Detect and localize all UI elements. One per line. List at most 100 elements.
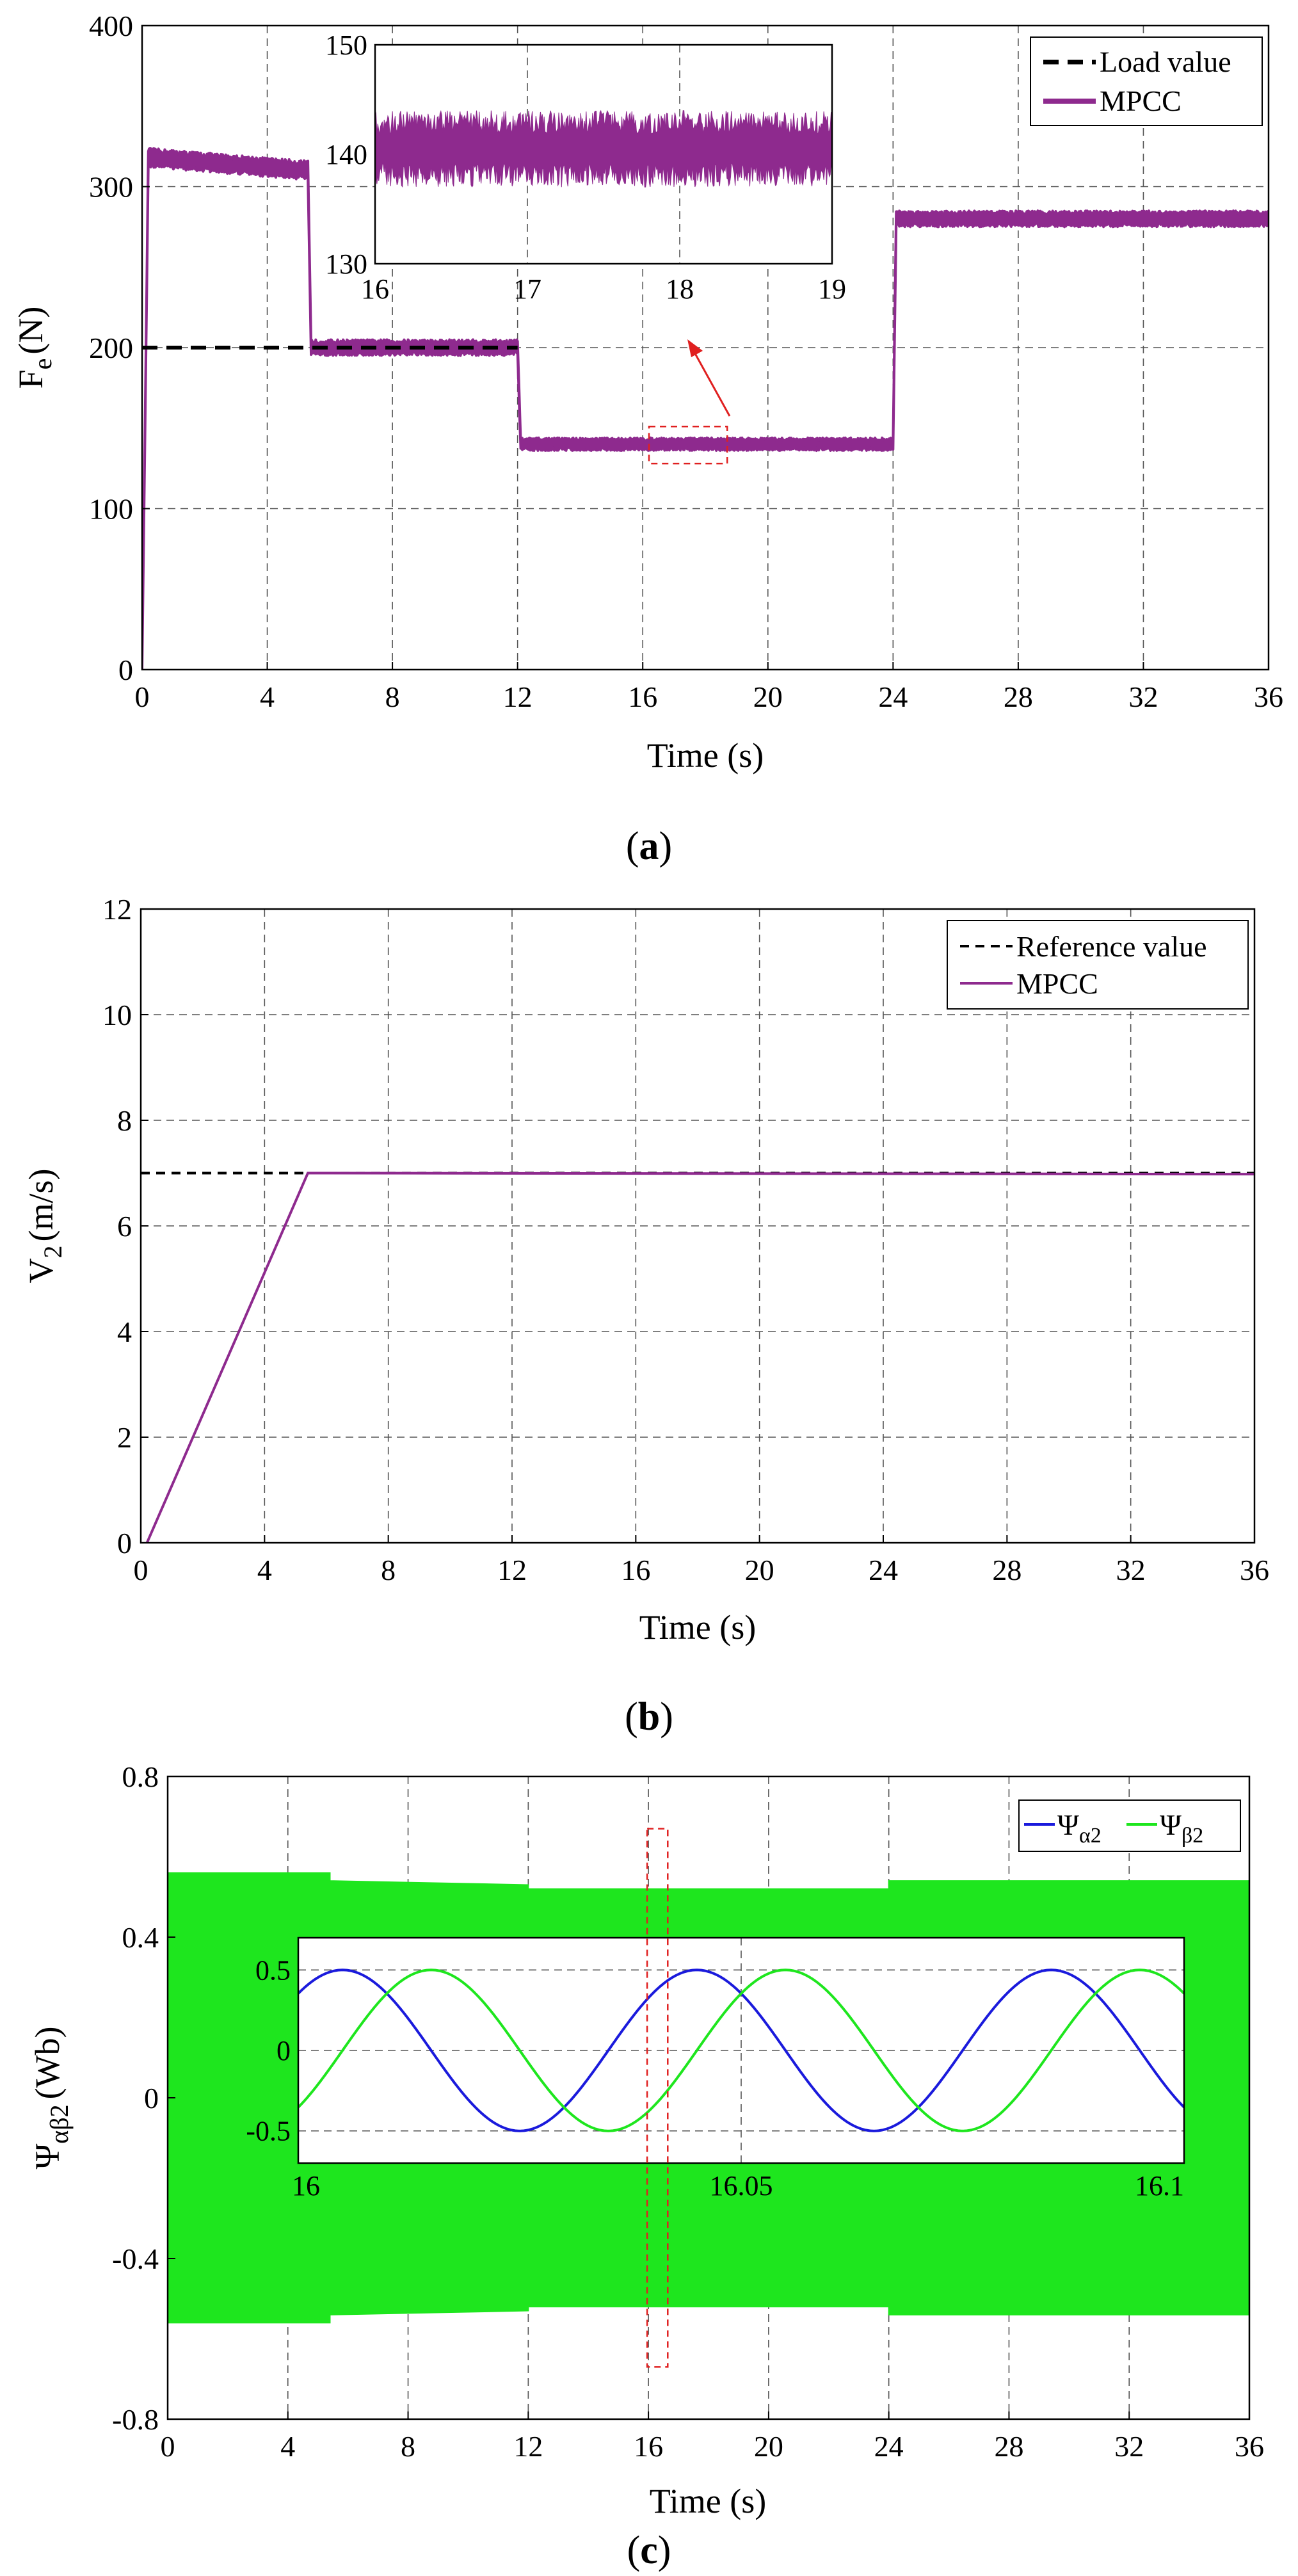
panel-c-inset-ticks: 16 16.05 16.1 -0.5 0 0.5 [246, 1954, 1184, 2202]
inset-x-tick-label: 16.1 [1135, 2170, 1184, 2202]
x-tick-label: 20 [754, 2430, 783, 2463]
mpcc-line [142, 147, 1269, 670]
x-tick-label: 24 [878, 680, 908, 713]
panel-b-legend-ref: Reference value [1016, 930, 1207, 963]
x-tick-label: 4 [260, 680, 275, 713]
y-tick-label: 0 [118, 654, 133, 686]
panel-a-caption-letter: a [639, 825, 659, 868]
y-tick-label: 0 [117, 1527, 132, 1559]
inset-y-tick-label: -0.5 [246, 2116, 291, 2147]
inset-y-tick-label: 140 [325, 139, 367, 170]
x-tick-label: 8 [381, 1554, 396, 1586]
panel-c-legend-beta-main: Ψ [1160, 1808, 1182, 1841]
panel-c-legend: Ψα2 Ψβ2 [1018, 1799, 1241, 1852]
panel-b-legend-mpcc: MPCC [1016, 967, 1098, 1000]
panel-c-xticks: 0 4 8 12 16 20 24 28 32 36 [161, 2411, 1264, 2463]
panel-a-ylabel-main: F [12, 369, 50, 389]
panel-a-inset-ticks: 16 17 18 19 130 140 150 [325, 29, 846, 305]
x-tick-label: 20 [745, 1554, 774, 1586]
zoom-box [648, 425, 728, 465]
zoom-box [646, 1828, 669, 2368]
x-tick-label: 4 [257, 1554, 272, 1586]
y-tick-label: 8 [117, 1104, 132, 1137]
inset-y-tick-label: 150 [325, 29, 367, 61]
y-tick-label: 12 [102, 893, 132, 926]
panel-b-xlabel: Time (s) [639, 1608, 757, 1646]
panel-a-inset-box [374, 44, 833, 265]
panel-a-xticks: 0 4 8 12 16 20 24 28 32 36 [135, 662, 1283, 713]
y-tick-label: 6 [117, 1210, 132, 1243]
x-tick-label: 28 [1004, 680, 1033, 713]
panel-b-ylabel-sub: 2 [38, 1246, 67, 1259]
x-tick-label: 36 [1240, 1554, 1269, 1586]
panel-c-ylabel-main: Ψ [28, 2144, 67, 2169]
panel-c-ylabel-sub: αβ2 [45, 2104, 74, 2143]
x-tick-label: 36 [1235, 2430, 1264, 2463]
panel-c-zoom [646, 1828, 669, 2368]
inset-y-tick-label: 130 [325, 248, 367, 280]
panel-c-inset-plot [298, 1968, 1184, 2132]
panel-c-caption: (c) [627, 2529, 671, 2572]
panel-b-plot [141, 1171, 1254, 1543]
x-tick-label: 8 [401, 2430, 415, 2463]
x-tick-label: 4 [280, 2430, 295, 2463]
panel-a-zoom [648, 339, 731, 465]
panel-c-legend-alpha: Ψα2 [1057, 1808, 1102, 1847]
panel-b-legend-box [947, 920, 1249, 1010]
x-tick-label: 12 [513, 2430, 543, 2463]
panel-c-caption-letter: c [640, 2529, 658, 2572]
x-tick-label: 24 [874, 2430, 904, 2463]
x-tick-label: 32 [1116, 1554, 1146, 1586]
y-tick-label: 4 [117, 1316, 132, 1348]
inset-x-tick-label: 16.05 [710, 2170, 773, 2202]
inset-y-tick-label: 0.5 [255, 1954, 291, 1986]
x-tick-label: 32 [1128, 680, 1158, 713]
panel-a-legend: Load value MPCC [1030, 36, 1263, 126]
panel-c-legend-alpha-sub: α2 [1079, 1824, 1102, 1847]
panel-c-xlabel: Time (s) [650, 2482, 767, 2520]
panel-a-ylabel: Fe (N) [12, 307, 57, 389]
x-tick-label: 20 [753, 680, 783, 713]
panel-b-caption: (b) [625, 1695, 673, 1739]
panel-c-ylabel: Ψαβ2 (Wb) [28, 2026, 74, 2169]
panel-b-ylabel-unit: (m/s) [22, 1169, 60, 1242]
panel-c-inset-grid [298, 1938, 1184, 2163]
panel-b-legend: Reference value MPCC [947, 920, 1249, 1010]
panel-a-inset: 16 17 18 19 130 140 150 [325, 29, 846, 305]
x-tick-label: 12 [503, 680, 533, 713]
panel-c-legend-alpha-main: Ψ [1057, 1808, 1079, 1841]
y-tick-label: 0.4 [122, 1921, 159, 1954]
panel-b-ylabel-main: V [22, 1259, 60, 1284]
panel-a-yticks: 0 100 200 300 400 [89, 10, 150, 686]
inset-x-tick-label: 16 [292, 2170, 320, 2202]
y-tick-label: 300 [89, 171, 133, 204]
panel-b-yticks: 0 2 4 6 8 10 12 [102, 893, 148, 1559]
panel-c-legend-beta-sub: β2 [1182, 1824, 1203, 1847]
x-tick-label: 28 [994, 2430, 1023, 2463]
zoom-arrow-line [691, 348, 731, 417]
panel-a: 0 4 8 12 16 20 24 28 32 36 0 100 200 300 400 Time (s)… [12, 10, 1283, 868]
panel-c-yticks: -0.8 -0.4 0 0.4 0.8 [112, 1760, 175, 2436]
panel-c-legend-beta: Ψβ2 [1160, 1808, 1203, 1847]
panel-b-grid [141, 909, 1254, 1543]
y-tick-label: 100 [89, 493, 133, 526]
y-tick-label: 0.8 [122, 1760, 159, 1793]
x-tick-label: 28 [992, 1554, 1022, 1586]
zoom-arrow-head [687, 339, 703, 357]
inset-x-tick-label: 19 [818, 273, 846, 305]
inset-x-tick-label: 16 [361, 273, 389, 305]
panel-b-caption-letter: b [638, 1695, 660, 1739]
panel-c-inset: 16 16.05 16.1 -0.5 0 0.5 [246, 1936, 1185, 2202]
y-tick-label: 10 [102, 999, 132, 1031]
x-tick-label: 24 [869, 1554, 898, 1586]
x-tick-label: 0 [161, 2430, 175, 2463]
x-tick-label: 0 [134, 1554, 148, 1586]
panel-c-inset-box [297, 1936, 1185, 2164]
x-tick-label: 16 [621, 1554, 650, 1586]
x-tick-label: 16 [634, 2430, 663, 2463]
x-tick-label: 16 [628, 680, 657, 713]
y-tick-label: 2 [117, 1421, 132, 1454]
inset-x-tick-label: 17 [513, 273, 541, 305]
y-tick-label: 0 [144, 2082, 159, 2114]
